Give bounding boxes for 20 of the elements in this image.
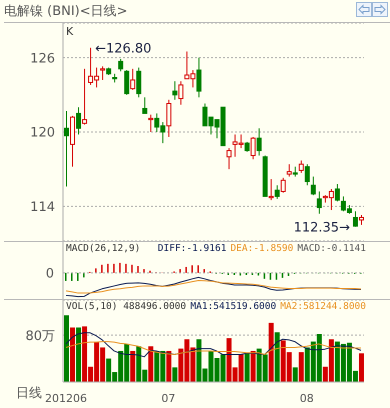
y-tick-label: 80万	[25, 328, 55, 344]
chart-title: MACD(26,12,9)	[66, 243, 140, 254]
annotation: K	[66, 25, 74, 38]
y-tick-label: 120	[30, 126, 55, 141]
chart-title: VOL(5,10) 488496.0000	[66, 301, 186, 312]
series-label: MACD:-0.1141	[297, 243, 366, 254]
text: DIFF:-1.9161	[158, 243, 226, 254]
x-tick-label: 201206	[45, 392, 88, 405]
chart-title: 电解镍 (BNI)<日线>	[4, 3, 128, 20]
ref-line-label: 0	[46, 266, 54, 282]
x-tick-label: 07	[161, 392, 176, 405]
y-tick-label: 126	[30, 51, 55, 66]
x-tick-label: 08	[300, 392, 314, 405]
annotation: ←126.80	[95, 41, 152, 56]
text: MA2:581244.8000	[280, 301, 366, 312]
y-tick-label: 114	[30, 200, 55, 215]
text: DEA:-1.8590	[230, 243, 294, 254]
annotation: 112.35→	[294, 220, 350, 236]
text: MA1:541519.6000	[190, 301, 276, 312]
x-axis-title: 日线	[15, 385, 42, 402]
